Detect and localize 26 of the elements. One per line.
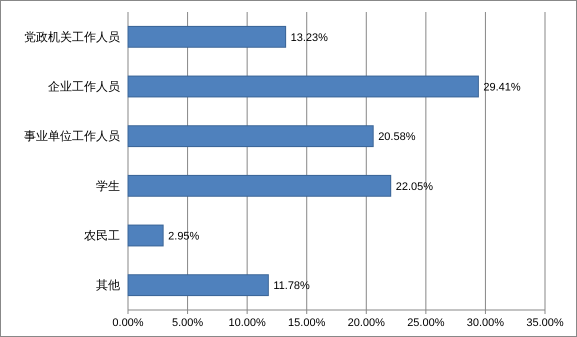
y-tick-label: 学生 <box>96 178 120 193</box>
bar <box>128 76 479 98</box>
data-label: 29.41% <box>483 82 521 94</box>
bar <box>128 274 269 296</box>
bar <box>128 26 286 48</box>
bar <box>128 174 392 197</box>
x-tick-label: 35.00% <box>526 317 564 329</box>
x-tick-label: 20.00% <box>348 317 386 329</box>
data-label: 2.95% <box>168 230 200 242</box>
bar <box>128 125 374 148</box>
x-tick-label: 10.00% <box>228 317 266 329</box>
data-label: 11.78% <box>273 280 310 292</box>
y-tick-label: 党政机关工作人员 <box>24 30 120 44</box>
data-label: 22.05% <box>396 180 434 193</box>
y-tick-label: 企业工作人员 <box>48 80 120 94</box>
y-tick-label: 农民工 <box>84 228 120 242</box>
x-tick-label: 25.00% <box>407 317 445 329</box>
data-label: 13.23% <box>290 32 328 44</box>
x-tick-label: 30.00% <box>466 317 504 329</box>
y-tick-label: 事业单位工作人员 <box>24 129 120 144</box>
x-tick-label: 0.00% <box>112 317 144 329</box>
x-tick-label: 5.00% <box>172 317 204 329</box>
y-tick-label: 其他 <box>96 278 120 292</box>
x-tick-label: 15.00% <box>288 317 326 329</box>
data-label: 20.58% <box>378 131 416 144</box>
bar <box>128 224 164 246</box>
